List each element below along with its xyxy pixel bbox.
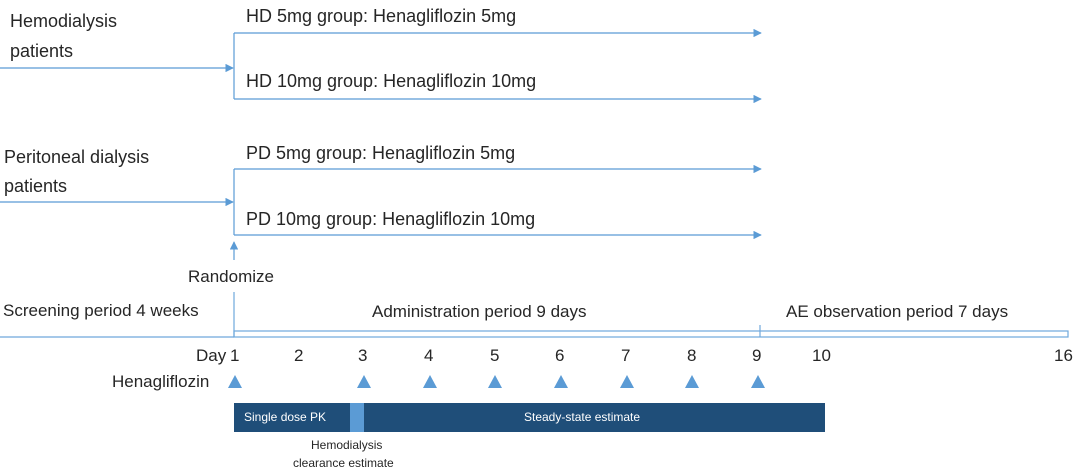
dose-marker-day-7 — [620, 375, 634, 388]
dose-row-label: Henagliflozin — [112, 372, 210, 391]
clearance-note-line2: clearance estimate — [293, 456, 394, 470]
single-dose-pk-label: Single dose PK — [244, 410, 327, 424]
day-tick-9: 9 — [752, 346, 762, 365]
day-tick-16: 16 — [1054, 346, 1073, 365]
group-hd-10mg: HD 10mg group: Henagliflozin 10mg — [246, 71, 537, 91]
day-tick-4: 4 — [424, 346, 434, 365]
day-tick-10: 10 — [812, 346, 831, 365]
hemodialysis-label-line2: patients — [10, 41, 74, 61]
day-prefix: Day — [196, 346, 227, 365]
dose-marker-day-5 — [488, 375, 502, 388]
group-pd-10mg: PD 10mg group: Henagliflozin 10mg — [246, 209, 536, 229]
dose-marker-day-4 — [423, 375, 437, 388]
dose-markers — [228, 375, 765, 388]
day-tick-1: 1 — [230, 346, 240, 365]
administration-period-label: Administration period 9 days — [372, 302, 587, 321]
clearance-bar-segment — [350, 403, 364, 432]
hemodialysis-label-line1: Hemodialysis — [10, 11, 118, 31]
dose-marker-day-3 — [357, 375, 371, 388]
dose-marker-day-6 — [554, 375, 568, 388]
day-tick-8: 8 — [687, 346, 697, 365]
day-tick-3: 3 — [358, 346, 368, 365]
dose-marker-day-9 — [751, 375, 765, 388]
dose-marker-day-8 — [685, 375, 699, 388]
day-tick-7: 7 — [621, 346, 631, 365]
day-tick-5: 5 — [490, 346, 500, 365]
steady-state-bar — [234, 403, 825, 432]
randomize-label: Randomize — [188, 267, 274, 286]
day-tick-2: 2 — [294, 346, 304, 365]
steady-state-label: Steady-state estimate — [524, 410, 641, 424]
day-tick-6: 6 — [555, 346, 565, 365]
peritoneal-label-line1: Peritoneal dialysis — [4, 147, 150, 167]
group-hd-5mg: HD 5mg group: Henagliflozin 5mg — [246, 6, 517, 26]
peritoneal-label-line2: patients — [4, 176, 68, 196]
observation-period-label: AE observation period 7 days — [786, 302, 1009, 321]
dose-marker-day-1 — [228, 375, 242, 388]
screening-period-label: Screening period 4 weeks — [3, 301, 199, 320]
group-pd-5mg: PD 5mg group: Henagliflozin 5mg — [246, 143, 516, 163]
clearance-note-line1: Hemodialysis — [311, 438, 383, 452]
timeline-box — [233, 330, 1069, 338]
